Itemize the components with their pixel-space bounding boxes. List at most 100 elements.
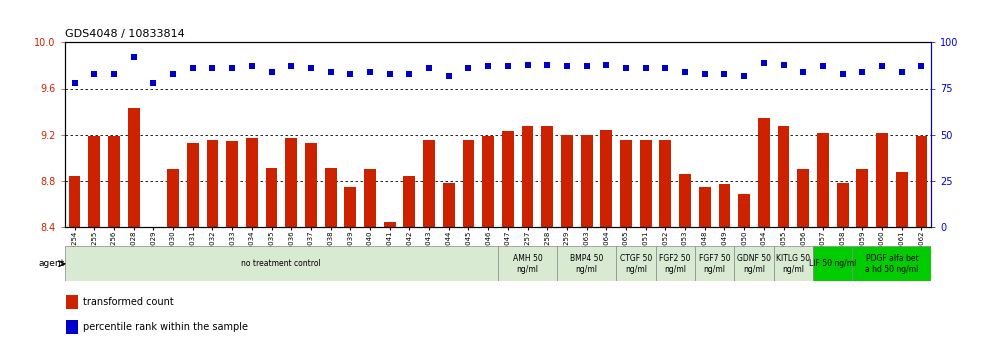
Point	[185, 65, 201, 71]
Point	[520, 62, 536, 67]
Point	[579, 64, 595, 69]
Bar	[305, 143, 317, 227]
Bar	[502, 131, 514, 227]
Text: FGF2 50
ng/ml: FGF2 50 ng/ml	[659, 254, 691, 274]
Point	[244, 64, 260, 69]
Point	[283, 64, 299, 69]
Point	[480, 64, 496, 69]
Point	[619, 65, 634, 71]
Point	[855, 69, 871, 75]
Point	[67, 80, 83, 86]
Point	[381, 71, 397, 76]
Point	[657, 65, 673, 71]
Point	[460, 65, 476, 71]
Bar	[462, 140, 474, 227]
Point	[343, 71, 359, 76]
Bar	[738, 194, 750, 227]
Bar	[557, 246, 617, 281]
Point	[264, 69, 280, 75]
Text: percentile rank within the sample: percentile rank within the sample	[83, 322, 248, 332]
Point	[421, 65, 437, 71]
Point	[913, 64, 929, 69]
Point	[204, 65, 220, 71]
Text: FGF7 50
ng/ml: FGF7 50 ng/ml	[699, 254, 730, 274]
Point	[835, 71, 851, 76]
Point	[125, 55, 141, 60]
Bar	[699, 187, 711, 227]
Point	[87, 71, 103, 76]
Point	[145, 80, 161, 86]
Text: AMH 50
ng/ml: AMH 50 ng/ml	[513, 254, 543, 274]
Bar	[895, 172, 907, 227]
Bar	[67, 295, 78, 309]
Bar	[127, 108, 139, 227]
Bar	[817, 133, 829, 227]
Point	[795, 69, 811, 75]
Bar	[89, 136, 101, 227]
Bar	[482, 136, 494, 227]
Text: transformed count: transformed count	[83, 297, 173, 307]
Bar	[695, 246, 734, 281]
Bar	[206, 140, 218, 227]
Bar	[266, 168, 278, 227]
Bar	[167, 169, 179, 227]
Bar	[365, 169, 375, 227]
Bar	[67, 320, 78, 334]
Point	[323, 69, 339, 75]
Point	[539, 62, 555, 67]
Bar	[65, 246, 498, 281]
Bar	[837, 183, 849, 227]
Point	[500, 64, 516, 69]
Bar	[187, 143, 198, 227]
Bar	[734, 246, 774, 281]
Point	[303, 65, 319, 71]
Bar	[778, 126, 790, 227]
Point	[441, 73, 457, 79]
Text: no treatment control: no treatment control	[241, 259, 322, 268]
Bar	[813, 246, 853, 281]
Bar	[246, 138, 258, 227]
Bar	[108, 136, 120, 227]
Bar	[443, 183, 454, 227]
Point	[106, 71, 122, 76]
Point	[637, 65, 653, 71]
Bar	[617, 246, 655, 281]
Bar	[718, 184, 730, 227]
Point	[165, 71, 181, 76]
Text: BMP4 50
ng/ml: BMP4 50 ng/ml	[570, 254, 604, 274]
Bar	[758, 118, 770, 227]
Text: CTGF 50
ng/ml: CTGF 50 ng/ml	[620, 254, 652, 274]
Text: PDGF alfa bet
a hd 50 ng/ml: PDGF alfa bet a hd 50 ng/ml	[866, 254, 918, 274]
Text: KITLG 50
ng/ml: KITLG 50 ng/ml	[776, 254, 811, 274]
Bar	[345, 187, 357, 227]
Point	[224, 65, 240, 71]
Point	[776, 62, 792, 67]
Bar	[69, 176, 81, 227]
Bar	[621, 140, 631, 227]
Point	[874, 64, 890, 69]
Bar	[679, 173, 691, 227]
Bar	[853, 246, 931, 281]
Bar	[498, 246, 557, 281]
Point	[893, 69, 909, 75]
Bar	[655, 246, 695, 281]
Point	[756, 60, 772, 65]
Bar	[581, 135, 593, 227]
Bar	[857, 169, 869, 227]
Bar	[423, 140, 435, 227]
Bar	[403, 176, 415, 227]
Bar	[561, 135, 573, 227]
Bar	[383, 222, 395, 227]
Point	[697, 71, 713, 76]
Text: agent: agent	[39, 259, 65, 268]
Text: GDS4048 / 10833814: GDS4048 / 10833814	[65, 29, 184, 39]
Point	[362, 69, 377, 75]
Bar	[325, 168, 337, 227]
Text: LIF 50 ng/ml: LIF 50 ng/ml	[809, 259, 857, 268]
Bar	[659, 140, 671, 227]
Point	[815, 64, 831, 69]
Bar	[798, 169, 809, 227]
Bar	[639, 140, 651, 227]
Bar	[226, 141, 238, 227]
Point	[401, 71, 417, 76]
